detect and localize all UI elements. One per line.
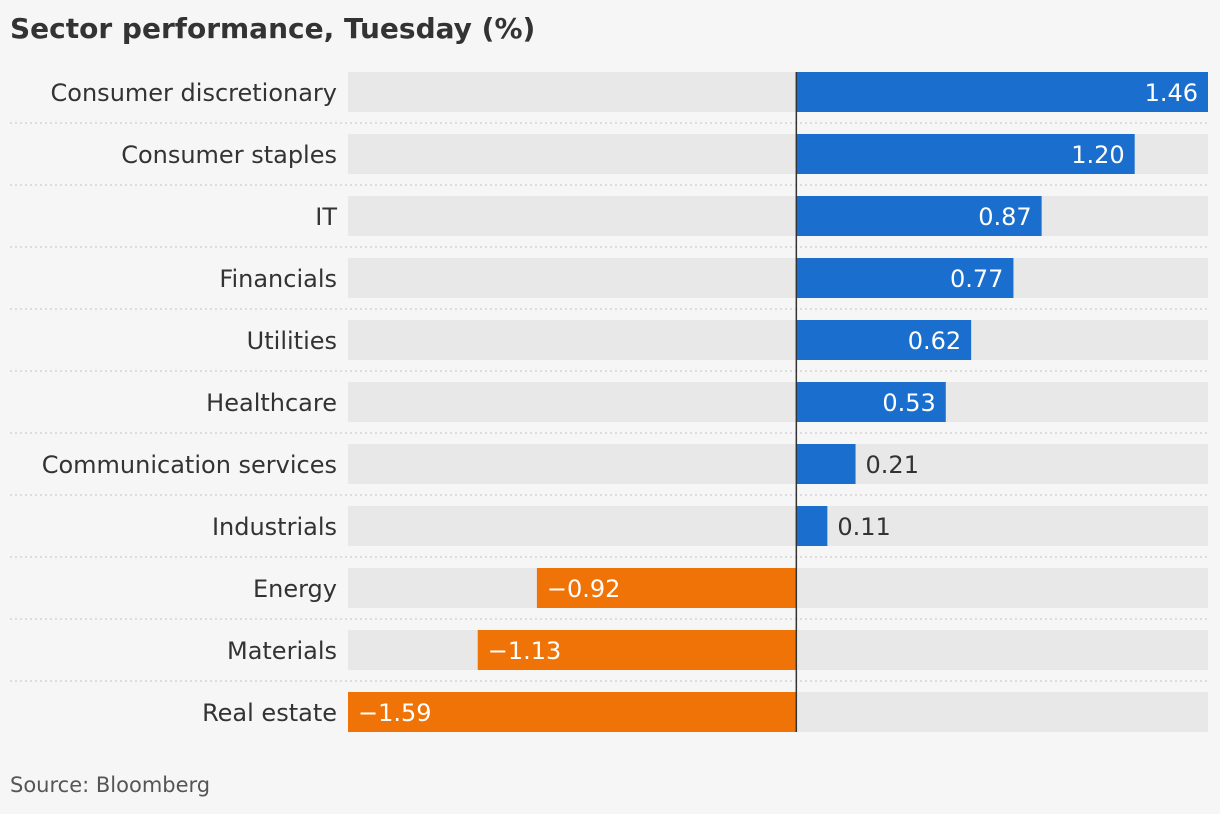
category-label: Industrials: [212, 513, 337, 541]
value-label: 0.21: [866, 451, 919, 479]
category-label: Financials: [219, 265, 337, 293]
category-label: Healthcare: [206, 389, 337, 417]
value-label: 0.77: [950, 265, 1003, 293]
bar: [796, 258, 1014, 298]
value-label: 1.20: [1071, 141, 1124, 169]
bar: [348, 692, 797, 732]
bar-track: [348, 196, 1208, 236]
value-label: −1.59: [358, 699, 432, 727]
bar: [796, 320, 972, 360]
bar: [796, 196, 1042, 236]
bar-track: [348, 506, 1208, 546]
bar-track: [348, 320, 1208, 360]
bar: [536, 568, 797, 608]
chart-title: Sector performance, Tuesday (%): [10, 12, 536, 45]
bar-track: [348, 382, 1208, 422]
category-label: Communication services: [42, 451, 337, 479]
value-label: 0.11: [837, 513, 890, 541]
category-label: IT: [315, 203, 337, 231]
value-label: 1.46: [1145, 79, 1198, 107]
category-label: Real estate: [202, 699, 337, 727]
bar-track: [348, 258, 1208, 298]
value-label: −0.92: [547, 575, 621, 603]
category-label: Energy: [253, 575, 337, 603]
bar: [477, 630, 797, 670]
bar: [796, 444, 856, 484]
category-label: Consumer staples: [121, 141, 337, 169]
bar: [796, 382, 946, 422]
source-note: Source: Bloomberg: [10, 773, 211, 797]
category-label: Materials: [227, 637, 337, 665]
category-label: Consumer discretionary: [51, 79, 337, 107]
value-label: 0.53: [882, 389, 935, 417]
bar-track: [348, 444, 1208, 484]
value-label: −1.13: [488, 637, 562, 665]
bar: [796, 134, 1135, 174]
bar: [796, 506, 828, 546]
bar: [796, 72, 1208, 112]
value-label: 0.87: [978, 203, 1031, 231]
category-label: Utilities: [247, 327, 337, 355]
value-label: 0.62: [908, 327, 961, 355]
